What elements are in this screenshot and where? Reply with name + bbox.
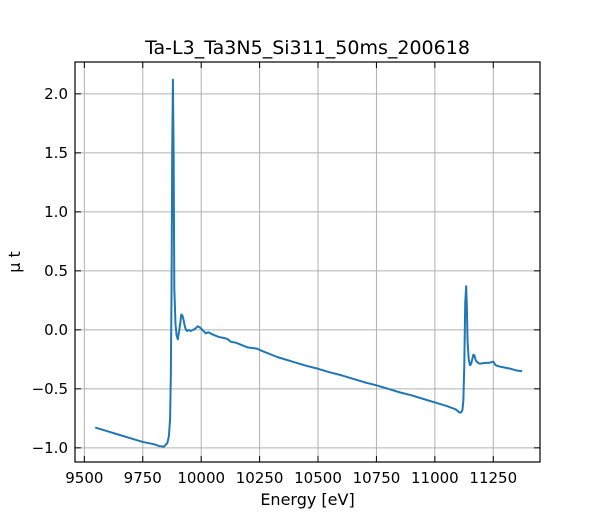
x-tick-label: 10250 bbox=[236, 469, 284, 487]
grid-lines bbox=[75, 62, 540, 462]
series-layer bbox=[95, 78, 523, 448]
y-tick-label: −1.0 bbox=[32, 439, 68, 457]
y-tick-label: −0.5 bbox=[32, 380, 68, 398]
x-tick-label: 11000 bbox=[411, 469, 459, 487]
y-tick-label: 2.0 bbox=[44, 85, 68, 103]
plot-frame bbox=[74, 61, 541, 463]
series-line bbox=[95, 78, 523, 448]
ticks: 9500 9750 10000 10250 10500 10750 11000 11250 −1… bbox=[32, 62, 540, 487]
x-tick-label: 11250 bbox=[469, 469, 517, 487]
x-tick-label: 10750 bbox=[353, 469, 401, 487]
x-tick-label: 9750 bbox=[124, 469, 162, 487]
y-tick-label: 0.0 bbox=[44, 321, 68, 339]
chart-title: Ta-L3_Ta3N5_Si311_50ms_200618 bbox=[144, 37, 470, 59]
x-tick-label: 9500 bbox=[65, 469, 103, 487]
x-tick-label: 10000 bbox=[177, 469, 225, 487]
y-tick-label: 0.5 bbox=[44, 262, 68, 280]
x-tick-label: 10500 bbox=[294, 469, 342, 487]
x-axis-label: Energy [eV] bbox=[260, 490, 354, 509]
y-tick-label: 1.0 bbox=[44, 203, 68, 221]
y-axis-label: μ t bbox=[5, 251, 24, 273]
y-tick-label: 1.5 bbox=[44, 144, 68, 162]
